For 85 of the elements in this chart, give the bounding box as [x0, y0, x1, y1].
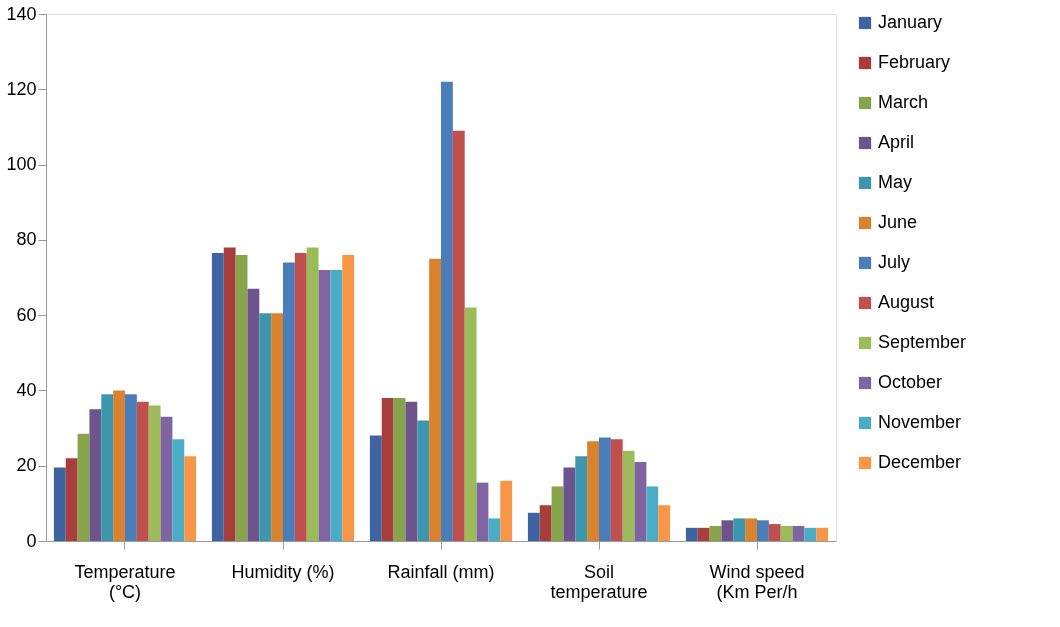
y-tick-label: 100: [6, 154, 37, 175]
y-tick-label: 120: [6, 78, 37, 99]
bar: [539, 505, 552, 541]
bar: [65, 458, 78, 541]
legend-label: January: [878, 12, 943, 32]
bar: [89, 409, 102, 541]
bar: [452, 130, 465, 541]
legend-label: March: [878, 92, 929, 112]
bar: [330, 269, 343, 541]
bar: [745, 518, 757, 541]
bar: [646, 486, 659, 541]
bar: [369, 435, 382, 541]
bar: [172, 439, 185, 541]
legend-label: February: [878, 52, 951, 72]
legend-label: June: [878, 212, 918, 232]
bar: [575, 456, 588, 541]
bar: [733, 518, 746, 541]
legend-label: August: [878, 292, 935, 312]
bar: [816, 527, 829, 541]
bar: [160, 416, 173, 541]
bar: [709, 525, 722, 541]
bar: [551, 486, 564, 541]
bar: [721, 520, 734, 541]
bar: [318, 269, 331, 541]
legend-label: July: [878, 252, 911, 272]
bar: [223, 247, 236, 541]
bar: [527, 512, 540, 541]
legend-label: May: [878, 172, 913, 192]
bar: [587, 441, 599, 541]
bar: [259, 313, 272, 541]
bar: [685, 527, 698, 541]
bar: [768, 524, 781, 541]
bar: [405, 401, 418, 541]
bar: [235, 254, 248, 541]
bar: [441, 81, 453, 541]
legend-label: December: [878, 452, 962, 472]
y-tick-label: 140: [6, 3, 37, 24]
bar: [500, 480, 513, 541]
bar: [342, 254, 355, 541]
bar: [563, 467, 576, 541]
bar: [136, 401, 149, 541]
bar: [101, 394, 114, 541]
bar: [417, 420, 430, 541]
legend-label: September: [878, 332, 967, 352]
x-tick-label: Soil temperature: [550, 561, 648, 602]
bar: [658, 505, 671, 541]
y-tick-label: 40: [16, 379, 37, 400]
bar: [476, 482, 489, 541]
x-tick-label: Humidity (%): [231, 561, 335, 582]
y-tick-label: 80: [16, 229, 37, 250]
bar: [306, 247, 319, 541]
bar: [780, 525, 793, 541]
bar: [622, 450, 635, 541]
bar: [53, 467, 66, 541]
bar: [804, 527, 817, 541]
bar: [792, 525, 805, 541]
x-tick-label: Rainfall (mm): [387, 561, 495, 582]
bar: [113, 390, 125, 541]
y-tick-label: 20: [16, 455, 37, 476]
bar: [464, 307, 477, 541]
bar: [757, 520, 769, 541]
bar: [184, 456, 197, 541]
bar: [429, 258, 441, 541]
bar: [488, 518, 501, 541]
bar: [283, 262, 295, 541]
bar: [697, 527, 710, 541]
x-tick-label: Wind speed (Km Per/h: [709, 561, 805, 602]
bar: [634, 461, 647, 541]
bar: [271, 313, 283, 541]
bar: [294, 253, 307, 541]
bar: [381, 397, 394, 541]
x-tick-label: Temperature (°C): [74, 561, 176, 602]
bar: [599, 437, 611, 541]
bar: [247, 288, 260, 541]
bar: [211, 253, 224, 541]
bar: [393, 397, 406, 541]
y-tick-label: 60: [16, 304, 37, 325]
legend-label: April: [878, 132, 915, 152]
bar: [148, 405, 161, 541]
bar: [77, 433, 90, 541]
legend-label: November: [878, 412, 962, 432]
y-tick-label: 0: [26, 530, 37, 551]
bar: [610, 439, 623, 541]
bar: [125, 394, 137, 541]
legend-label: October: [878, 372, 943, 392]
